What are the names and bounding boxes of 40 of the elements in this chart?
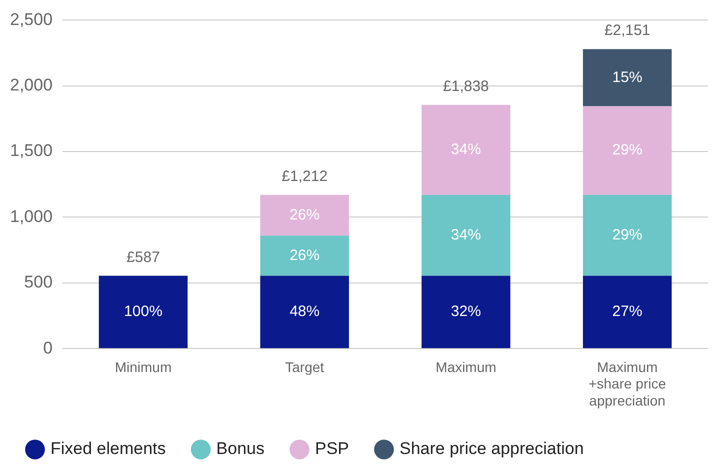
- annotation: 27%: [612, 303, 642, 320]
- bar: [98, 276, 188, 348]
- bar: [582, 106, 672, 195]
- x-tick-label: Maximum: [436, 358, 496, 375]
- bar: [422, 276, 510, 348]
- legend-label: PSP: [314, 439, 350, 458]
- bar: [260, 194, 349, 236]
- bar: [582, 194, 672, 276]
- legend-label: Bonus: [216, 439, 264, 458]
- bar: [582, 276, 672, 348]
- annotation: 15%: [612, 68, 642, 86]
- annotation: 26%: [290, 246, 320, 264]
- annotation: £2,151: [604, 22, 650, 40]
- y-tick-label: 2,000: [10, 76, 53, 95]
- y-tick-label: 1,000: [10, 206, 53, 226]
- legend-label: Share price appreciation: [399, 439, 584, 458]
- y-tick-label: 1,500: [10, 141, 53, 160]
- annotation: 48%: [290, 303, 320, 320]
- annotation: £1,212: [282, 168, 328, 186]
- annotation: 100%: [124, 303, 162, 320]
- bar: [260, 276, 349, 348]
- annotation: 32%: [450, 303, 481, 320]
- bar: [422, 104, 510, 195]
- legend-label: Fixed elements: [50, 439, 166, 458]
- bar: [422, 194, 510, 276]
- annotation: £587: [126, 248, 160, 266]
- y-tick-label: 2,500: [10, 10, 53, 29]
- annotation: 34%: [450, 226, 481, 244]
- y-tick-label: 0: [43, 338, 53, 358]
- y-tick-label: 500: [24, 272, 53, 292]
- annotation: 29%: [612, 142, 642, 159]
- annotation: 26%: [290, 206, 320, 224]
- bar: [260, 236, 349, 276]
- annotation: £1,838: [443, 78, 489, 96]
- annotation: 29%: [612, 226, 642, 244]
- annotation: 34%: [450, 141, 481, 158]
- bar: [582, 49, 672, 106]
- x-tick-label: Target: [285, 358, 324, 375]
- x-tick-label: Minimum: [114, 358, 172, 375]
- x-tick-label: Maximum +share price appreciation: [588, 358, 666, 408]
